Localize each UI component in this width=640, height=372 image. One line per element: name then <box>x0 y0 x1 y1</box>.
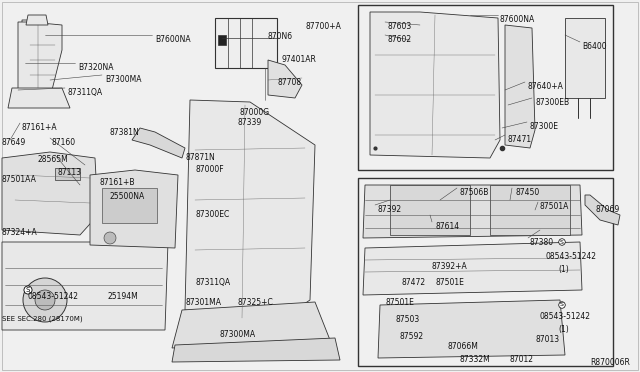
Bar <box>390 185 470 235</box>
Text: 87450: 87450 <box>515 188 540 197</box>
Polygon shape <box>90 170 178 248</box>
Polygon shape <box>172 338 340 362</box>
Text: 87300E: 87300E <box>530 122 559 131</box>
Text: 87339: 87339 <box>238 118 262 127</box>
Text: 87871N: 87871N <box>185 153 215 162</box>
Polygon shape <box>2 242 168 330</box>
Text: 87600NA: 87600NA <box>500 15 535 24</box>
Bar <box>218 35 226 45</box>
Text: 87381N: 87381N <box>110 128 140 137</box>
Text: S: S <box>560 240 564 244</box>
Polygon shape <box>26 15 48 25</box>
Polygon shape <box>172 302 330 348</box>
Text: S: S <box>560 302 564 308</box>
Circle shape <box>35 290 55 310</box>
Text: 87472: 87472 <box>402 278 426 287</box>
Text: 87324+A: 87324+A <box>2 228 38 237</box>
Text: 87000G: 87000G <box>240 108 270 117</box>
Text: 87602: 87602 <box>388 35 412 44</box>
Text: 25500NA: 25500NA <box>110 192 145 201</box>
Bar <box>215 18 277 68</box>
Text: 87700+A: 87700+A <box>305 22 341 31</box>
Text: 87300MA: 87300MA <box>220 330 256 339</box>
Text: 08543-51242: 08543-51242 <box>545 252 596 261</box>
Bar <box>565 18 605 98</box>
Text: 87161+A: 87161+A <box>22 123 58 132</box>
Polygon shape <box>370 12 500 158</box>
Text: 87649: 87649 <box>2 138 26 147</box>
Text: 870N6: 870N6 <box>268 32 293 41</box>
Polygon shape <box>2 152 98 235</box>
Polygon shape <box>8 88 70 108</box>
Text: (1): (1) <box>558 265 569 274</box>
Text: 87066M: 87066M <box>448 342 479 351</box>
Text: 87160: 87160 <box>52 138 76 147</box>
Text: 87325+C: 87325+C <box>238 298 274 307</box>
Text: 87311QA: 87311QA <box>196 278 231 287</box>
Text: 87501E: 87501E <box>385 298 414 307</box>
Text: 28565M: 28565M <box>38 155 68 164</box>
Text: 87161+B: 87161+B <box>100 178 136 187</box>
Text: 87013: 87013 <box>535 335 559 344</box>
Text: 87392+A: 87392+A <box>432 262 468 271</box>
Text: 25194M: 25194M <box>108 292 139 301</box>
Text: (1): (1) <box>558 325 569 334</box>
Bar <box>358 5 613 170</box>
Bar <box>490 185 570 235</box>
Text: 87708: 87708 <box>278 78 302 87</box>
Polygon shape <box>505 25 535 148</box>
Text: 87501A: 87501A <box>540 202 570 211</box>
Circle shape <box>23 278 67 322</box>
Bar <box>55 168 80 180</box>
Bar <box>102 188 157 223</box>
Text: 87301MA: 87301MA <box>185 298 221 307</box>
Polygon shape <box>378 300 565 358</box>
Text: 97401AR: 97401AR <box>282 55 317 64</box>
Text: B7300MA: B7300MA <box>105 75 141 84</box>
Text: 87311QA: 87311QA <box>68 88 103 97</box>
Polygon shape <box>363 242 582 295</box>
Text: 87471: 87471 <box>508 135 532 144</box>
Text: 87603: 87603 <box>388 22 412 31</box>
Text: 87113: 87113 <box>58 168 82 177</box>
Text: B6400: B6400 <box>582 42 607 51</box>
Circle shape <box>104 232 116 244</box>
Polygon shape <box>185 100 315 320</box>
Text: B7600NA: B7600NA <box>155 35 191 44</box>
Text: SEE SEC.280 (28170M): SEE SEC.280 (28170M) <box>2 315 83 321</box>
Text: 87501E: 87501E <box>435 278 464 287</box>
Text: 87000F: 87000F <box>196 165 225 174</box>
Text: 87300EC: 87300EC <box>196 210 230 219</box>
Text: 87614: 87614 <box>435 222 459 231</box>
Text: 87069: 87069 <box>595 205 620 214</box>
Text: 87392: 87392 <box>378 205 402 214</box>
Text: S: S <box>26 287 30 293</box>
Polygon shape <box>585 195 620 225</box>
Text: 87332M: 87332M <box>460 355 491 364</box>
Polygon shape <box>268 60 302 98</box>
Polygon shape <box>363 185 582 238</box>
Text: 87300EB: 87300EB <box>535 98 569 107</box>
Polygon shape <box>132 128 185 158</box>
Text: 87503: 87503 <box>395 315 419 324</box>
Text: 87592: 87592 <box>400 332 424 341</box>
Text: B7320NA: B7320NA <box>78 63 113 72</box>
Polygon shape <box>18 22 62 90</box>
Text: 87012: 87012 <box>510 355 534 364</box>
Text: 87640+A: 87640+A <box>528 82 564 91</box>
Text: 08543-51242: 08543-51242 <box>28 292 79 301</box>
Bar <box>358 178 613 366</box>
Text: 08543-51242: 08543-51242 <box>540 312 591 321</box>
Text: 87501AA: 87501AA <box>2 175 37 184</box>
Text: 87506B: 87506B <box>460 188 490 197</box>
Text: 87380: 87380 <box>530 238 554 247</box>
Text: R870006R: R870006R <box>590 358 630 367</box>
